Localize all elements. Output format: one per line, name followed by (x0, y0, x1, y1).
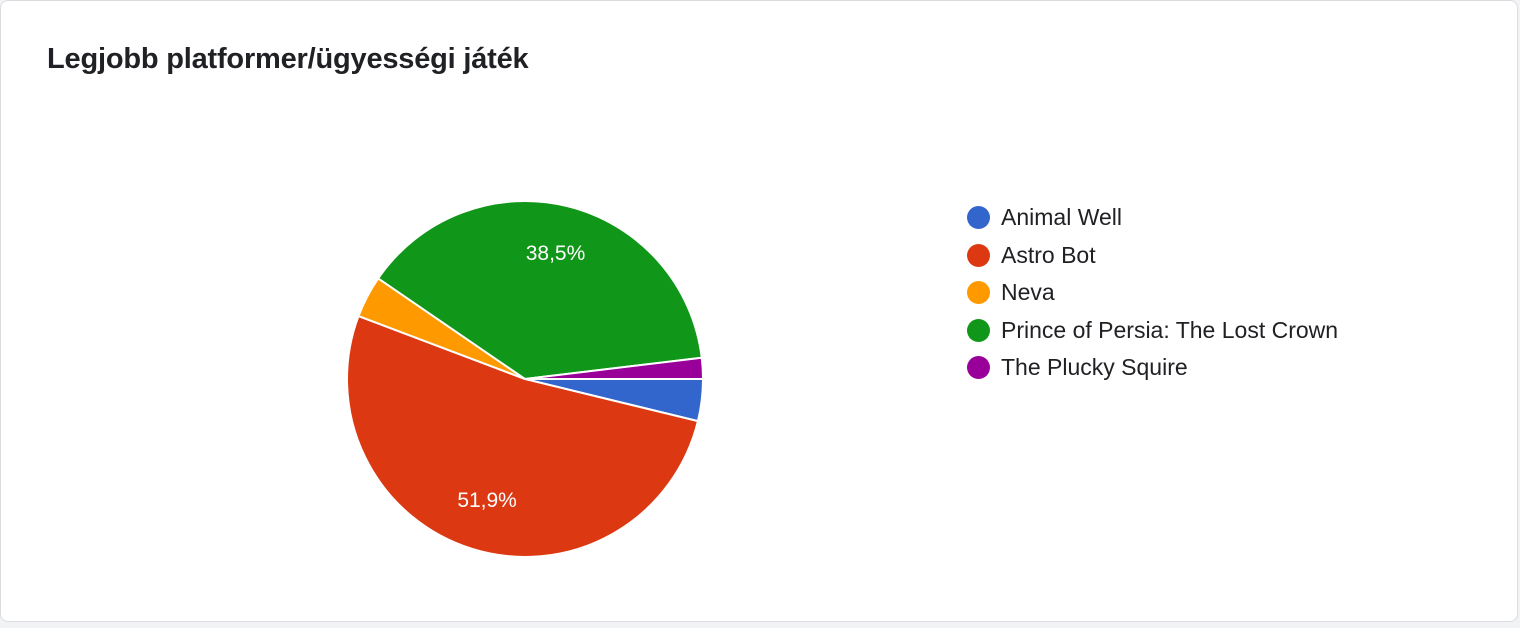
legend-item[interactable]: Animal Well (967, 199, 1338, 237)
legend-item[interactable]: The Plucky Squire (967, 349, 1338, 387)
legend-label: Animal Well (1001, 204, 1122, 231)
chart-legend: Animal Well Astro Bot Neva Prince of Persia… (967, 199, 1338, 387)
legend-color-dot (967, 318, 990, 342)
legend-item[interactable]: Astro Bot (967, 237, 1338, 275)
pie-slice-1[interactable] (346, 314, 700, 558)
legend-color-dot (967, 243, 990, 267)
legend-label: Neva (1001, 279, 1055, 306)
legend-color-dot (967, 206, 990, 230)
legend-item[interactable]: Neva (967, 274, 1338, 312)
legend-label: Prince of Persia: The Lost Crown (1001, 316, 1339, 343)
pie-slice-3[interactable] (376, 200, 703, 381)
pie-slice-4[interactable] (524, 356, 705, 380)
slice-label-3: 38,5% (526, 242, 586, 265)
legend-color-dot (967, 281, 990, 305)
chart-title: Legjobb platformer/ügyességi játék (47, 43, 529, 75)
legend-item[interactable]: Prince of Persia: The Lost Crown (967, 312, 1338, 350)
legend-label: The Plucky Squire (1001, 354, 1188, 381)
slice-label-1: 51,9% (457, 489, 517, 512)
legend-label: Astro Bot (1001, 241, 1096, 268)
legend-color-dot (967, 356, 990, 380)
